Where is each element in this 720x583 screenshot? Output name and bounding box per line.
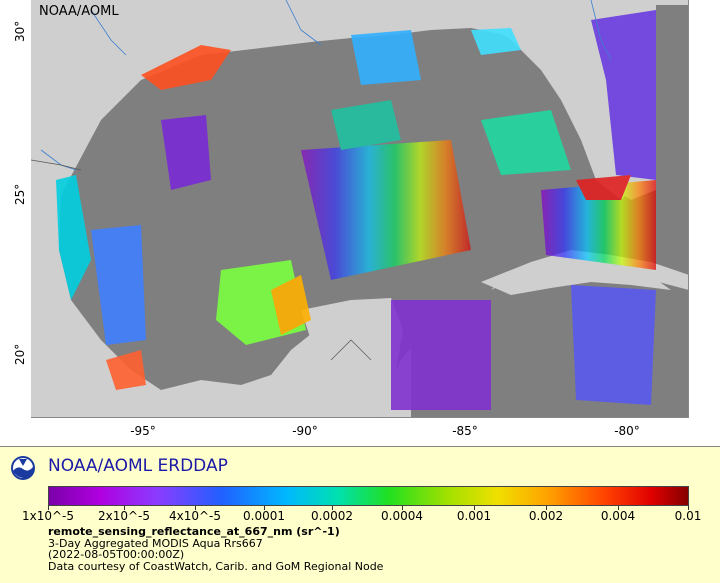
borders [31, 159, 372, 361]
scale-tick [546, 506, 547, 510]
scale-tick [48, 506, 49, 510]
reflectance-patches [56, 10, 656, 410]
scale-label: 2x10^-5 [97, 509, 151, 523]
scale-label: 0.0004 [381, 509, 423, 523]
lon-tick-95: -95° [130, 424, 156, 438]
map-panel: NOAA/AOML [31, 0, 689, 418]
lat-tick-20: 20° [13, 343, 27, 365]
scale-label: 0.004 [600, 509, 636, 523]
lon-tick-85: -85° [452, 424, 478, 438]
scale-label: 1x10^-5 [21, 509, 75, 523]
dataset-info: remote_sensing_reflectance_at_667_nm (sr… [48, 526, 383, 572]
scale-tick [332, 506, 333, 510]
legend-panel: NOAA/AOML ERDDAP [0, 446, 720, 583]
data-credit: Data courtesy of CoastWatch, Carib. and … [48, 559, 384, 573]
scale-label: 0.0001 [243, 509, 285, 523]
scale-tick [474, 506, 475, 510]
scale-tick [124, 506, 125, 510]
scale-label: 0.002 [528, 509, 564, 523]
map-canvas [31, 0, 688, 417]
scale-label: 0.0002 [311, 509, 353, 523]
scale-label: 4x10^-5 [168, 509, 222, 523]
scale-tick [618, 506, 619, 510]
yucatan-land [301, 298, 403, 417]
florida-land [501, 25, 631, 200]
dataset-time: (2022-08-05T00:00:00Z) [48, 548, 185, 561]
lon-tick-90: -90° [292, 424, 318, 438]
dataset-title: 3-Day Aggregated MODIS Aqua Rrs667 [48, 536, 263, 550]
lon-tick-80: -80° [614, 424, 640, 438]
scale-tick [402, 506, 403, 510]
color-scale-bar [48, 486, 689, 506]
scale-tick [264, 506, 265, 510]
scale-label: 0.01 [674, 509, 702, 523]
cuba-land [481, 260, 671, 295]
noaa-logo-icon [11, 456, 35, 480]
erddap-brand[interactable]: NOAA/AOML ERDDAP [48, 456, 228, 476]
lat-tick-25: 25° [13, 183, 27, 205]
corner-label: NOAA/AOML [39, 4, 119, 19]
lat-tick-30: 30° [13, 20, 27, 42]
scale-label: 0.001 [456, 509, 492, 523]
scale-tick [688, 506, 689, 510]
scale-tick [195, 506, 196, 510]
variable-name: remote_sensing_reflectance_at_667_nm (sr… [48, 525, 340, 538]
